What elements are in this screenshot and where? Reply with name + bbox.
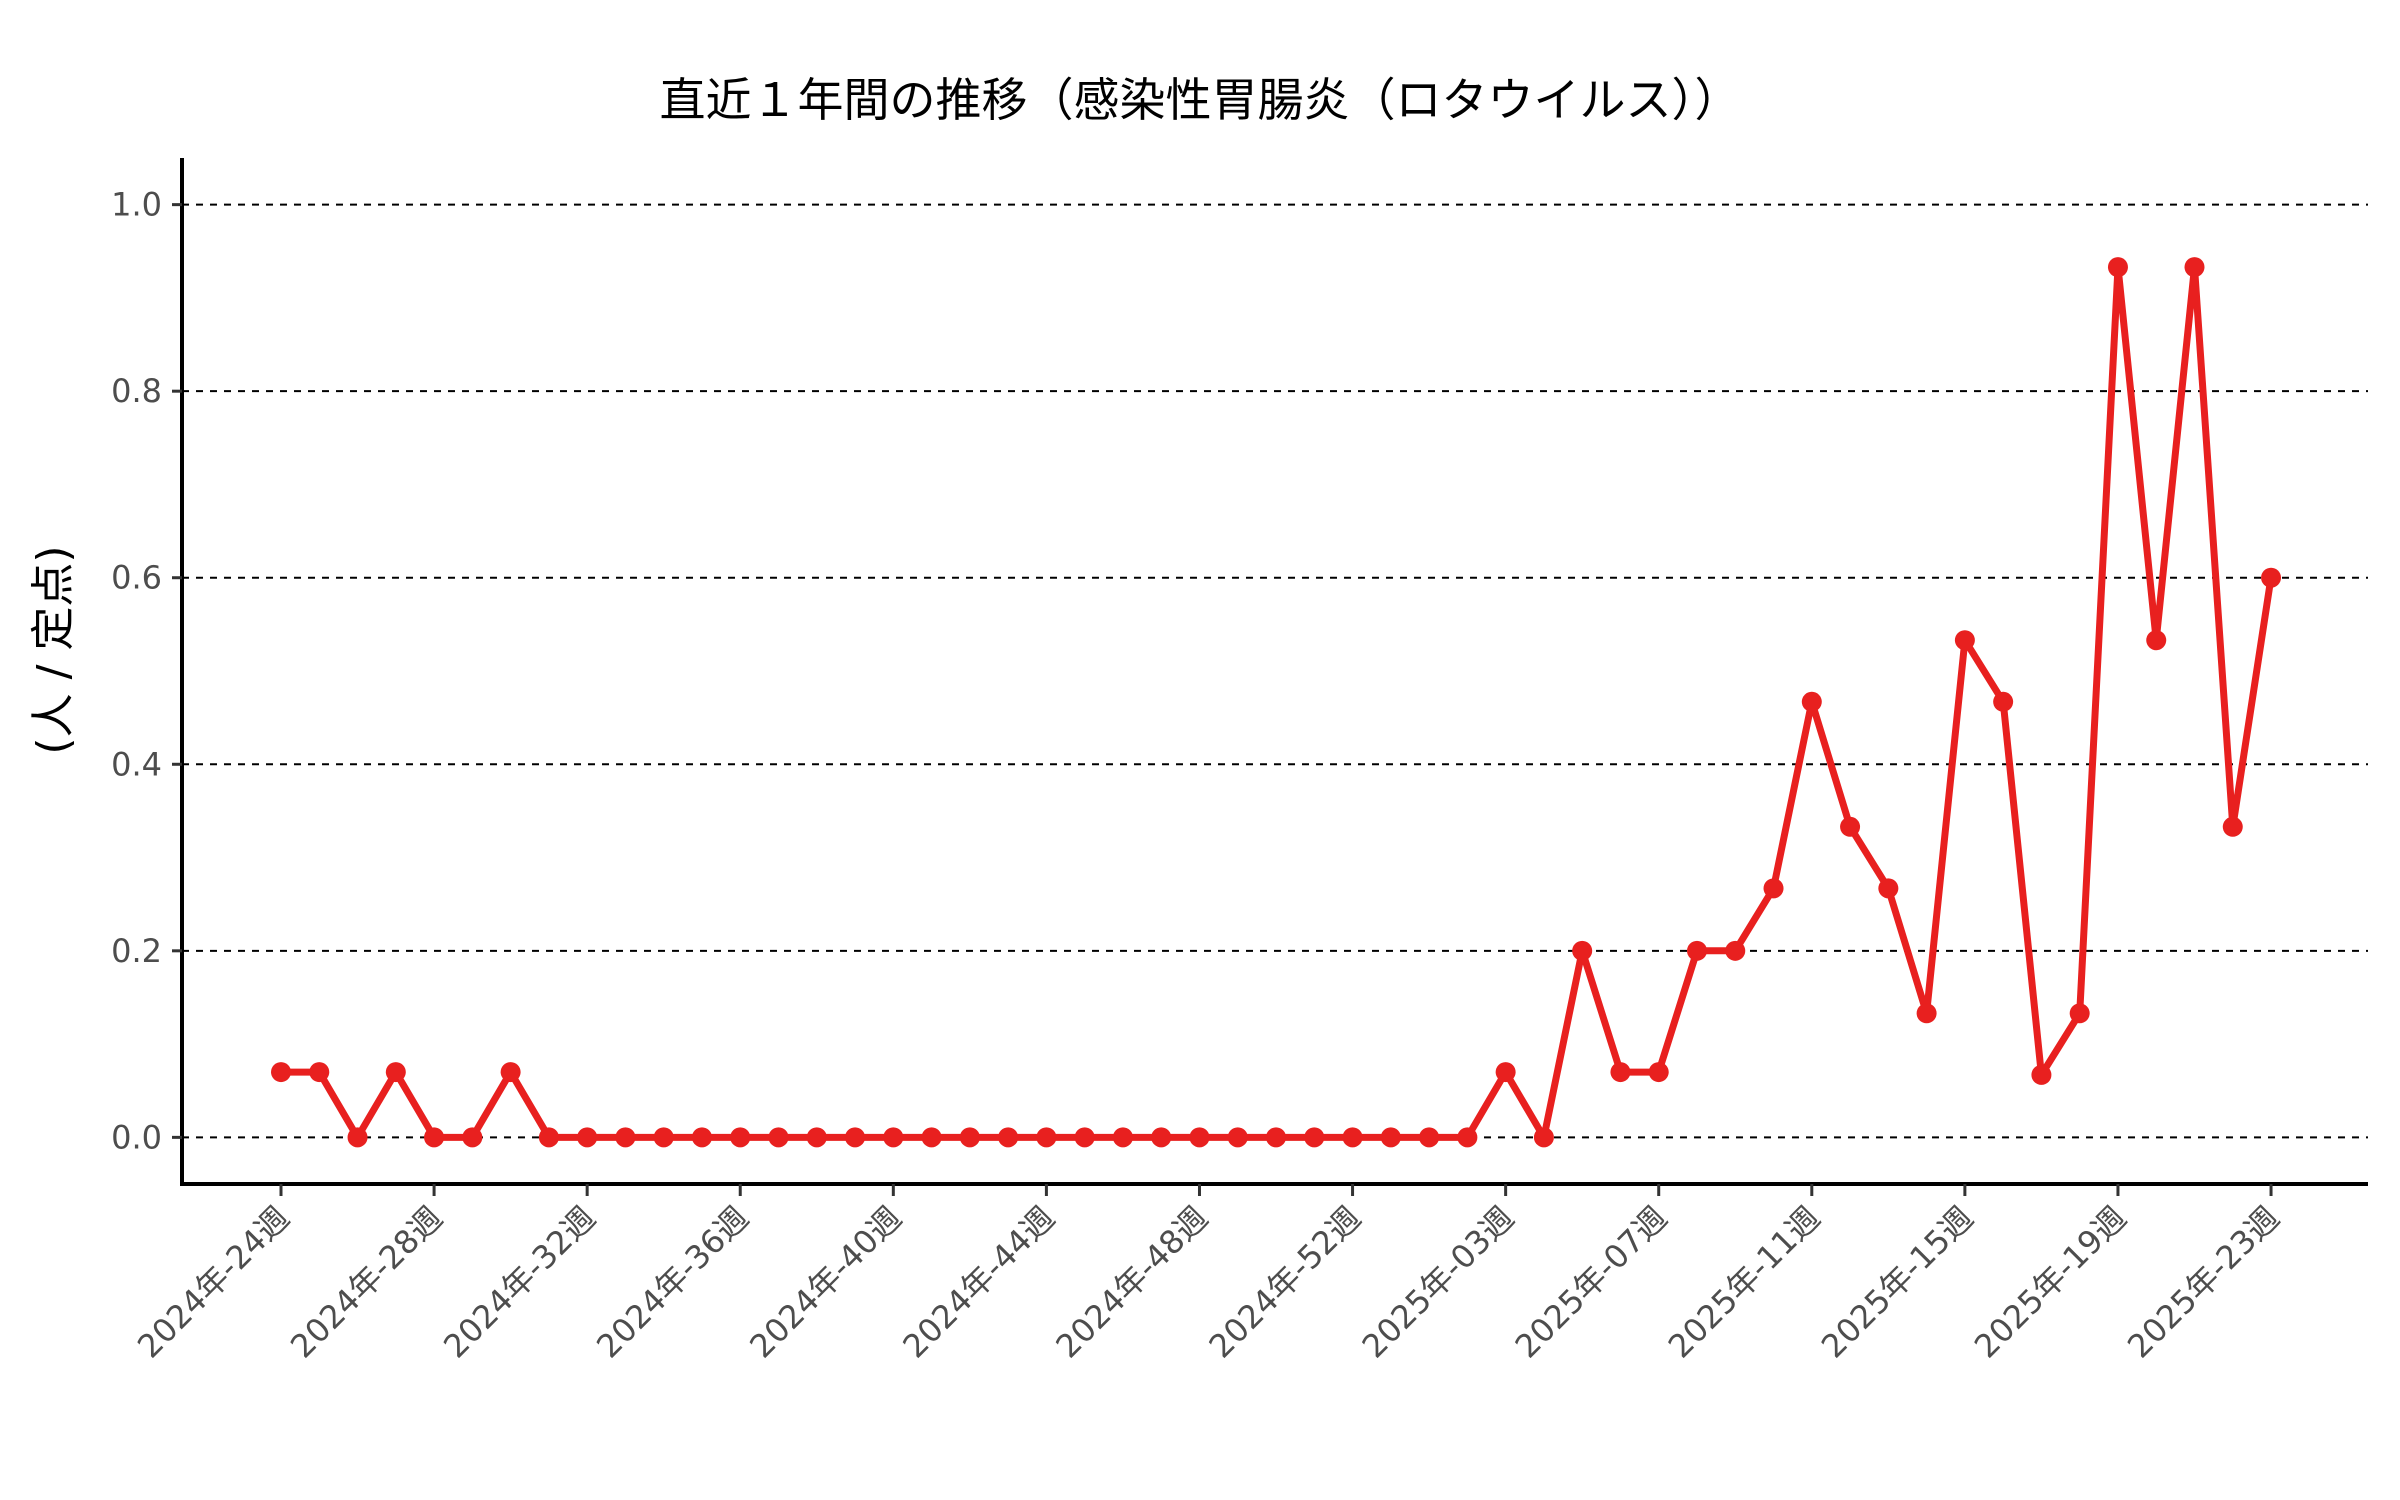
x-tick-label: 2025年-15週 — [1814, 1199, 1981, 1366]
series-layer — [271, 257, 2282, 1148]
data-point — [347, 1127, 368, 1148]
y-tick-label: 0.0 — [111, 1118, 162, 1156]
x-tick-label: 2025年-23週 — [2120, 1199, 2287, 1366]
x-tick-label: 2024年-32週 — [436, 1199, 603, 1366]
data-point — [1266, 1127, 1287, 1148]
data-point — [1074, 1127, 1095, 1148]
data-point — [2031, 1064, 2052, 1085]
data-point — [998, 1127, 1019, 1148]
data-point — [271, 1062, 291, 1083]
data-point — [806, 1127, 827, 1148]
data-point — [1878, 878, 1899, 899]
y-tick-label: 0.2 — [111, 932, 162, 970]
data-point — [1801, 691, 1822, 712]
x-tick-label: 2024年-40週 — [742, 1199, 909, 1366]
data-point — [2261, 567, 2282, 588]
data-point — [921, 1127, 942, 1148]
data-point — [1686, 940, 1707, 961]
data-point — [1993, 691, 2014, 712]
data-point — [385, 1062, 406, 1083]
axes — [180, 158, 2368, 1186]
data-point — [768, 1127, 789, 1148]
data-point — [1112, 1127, 1133, 1148]
data-point — [462, 1127, 483, 1148]
y-tick-label: 0.6 — [111, 559, 162, 597]
y-tick-label: 0.8 — [111, 372, 162, 410]
data-point — [538, 1127, 559, 1148]
data-point — [577, 1127, 598, 1148]
data-point — [1840, 816, 1861, 837]
x-tick-label: 2024年-52週 — [1202, 1199, 1369, 1366]
x-tick-label: 2024年-44週 — [895, 1199, 1062, 1366]
data-point — [653, 1127, 674, 1148]
x-tick-label: 2024年-48週 — [1048, 1199, 1215, 1366]
data-point — [1151, 1127, 1172, 1148]
data-point — [2107, 257, 2128, 278]
series-line — [277, 263, 2275, 1141]
x-tick-label: 2025年-11週 — [1661, 1199, 1828, 1366]
y-tick-label: 0.4 — [111, 745, 162, 783]
data-point — [1419, 1127, 1440, 1148]
data-point — [883, 1127, 904, 1148]
chart-title: 直近１年間の推移（感染性胃腸炎（ロタウイルス）） — [660, 73, 1741, 127]
x-ticks: 2024年-24週2024年-28週2024年-32週2024年-36週2024… — [130, 1184, 2287, 1365]
y-axis-label: (人 / 定点) — [28, 545, 79, 754]
x-tick-label: 2025年-03週 — [1355, 1199, 1522, 1366]
data-point — [1725, 940, 1746, 961]
data-point — [1572, 940, 1593, 961]
data-point — [1763, 878, 1784, 899]
x-tick-label: 2024年-36週 — [589, 1199, 756, 1366]
data-point — [1495, 1062, 1516, 1083]
data-point — [615, 1127, 636, 1148]
data-point — [2146, 630, 2167, 651]
data-point — [959, 1127, 980, 1148]
data-point — [1533, 1127, 1554, 1148]
gridlines — [182, 203, 2368, 1139]
y-tick-label: 1.0 — [111, 186, 162, 224]
data-point — [309, 1062, 330, 1083]
data-point — [1457, 1127, 1478, 1148]
data-point — [1954, 630, 1975, 651]
x-tick-label: 2024年-28週 — [283, 1199, 450, 1366]
data-point — [730, 1127, 751, 1148]
data-point — [1342, 1127, 1363, 1148]
data-point — [1036, 1127, 1057, 1148]
data-point — [1380, 1127, 1401, 1148]
data-point — [1610, 1062, 1631, 1083]
data-point — [1304, 1127, 1325, 1148]
x-tick-label: 2025年-07週 — [1508, 1199, 1675, 1366]
x-tick-label: 2024年-24週 — [130, 1199, 297, 1366]
data-point — [1227, 1127, 1248, 1148]
data-point — [424, 1127, 445, 1148]
data-point — [2184, 257, 2205, 278]
data-point — [691, 1127, 712, 1148]
data-point — [1189, 1127, 1210, 1148]
y-ticks: 0.0 0.2 0.4 0.6 0.8 1.0 — [111, 186, 182, 1156]
data-point — [1648, 1062, 1669, 1083]
data-point — [845, 1127, 866, 1148]
data-point — [1916, 1003, 1937, 1024]
data-point — [500, 1062, 521, 1083]
x-tick-label: 2025年-19週 — [1967, 1199, 2134, 1366]
data-point — [2222, 816, 2243, 837]
data-point — [2069, 1003, 2090, 1024]
